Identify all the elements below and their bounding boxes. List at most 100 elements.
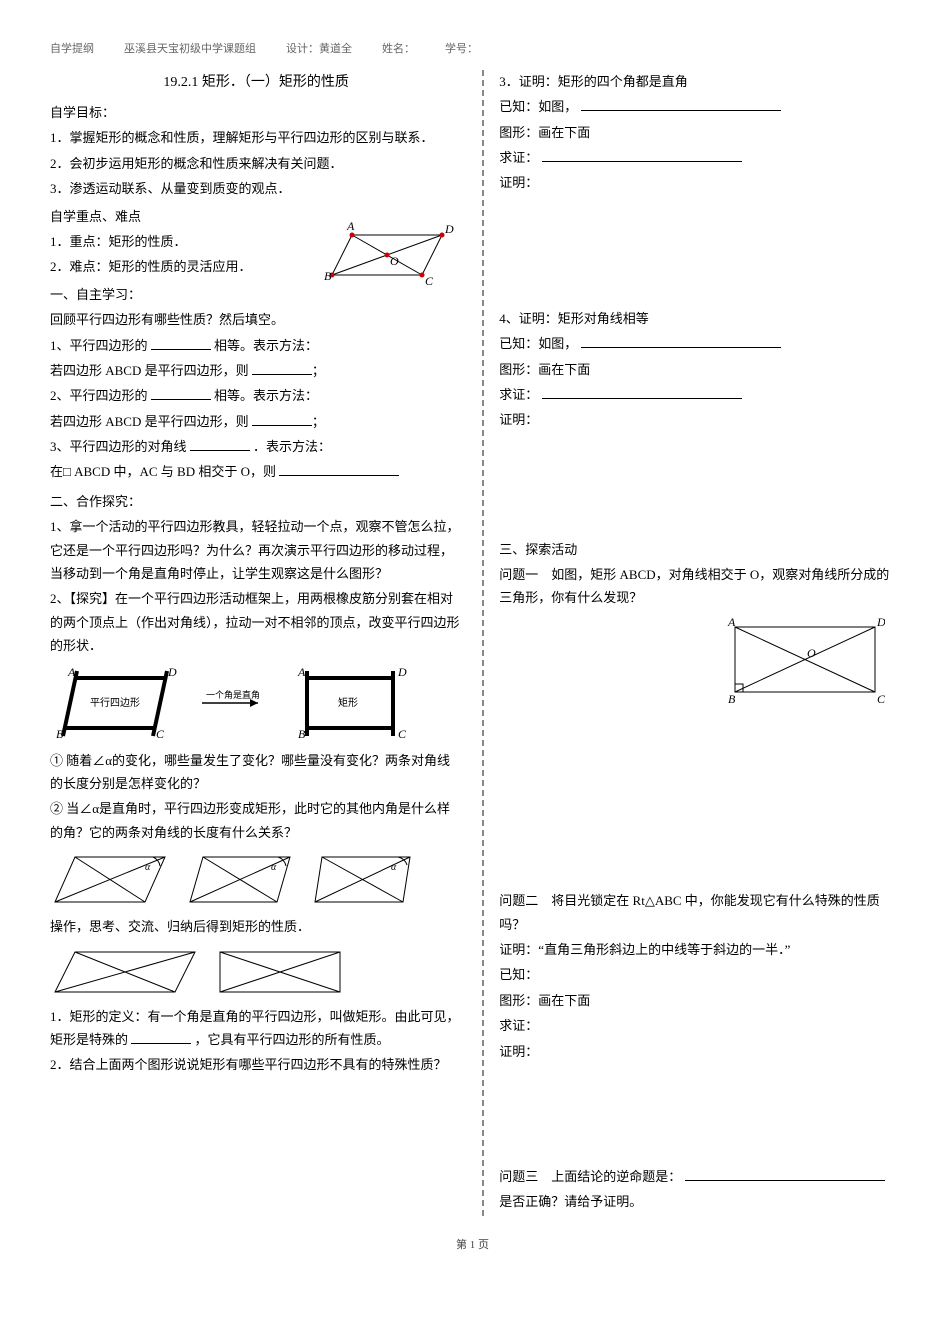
blank-field[interactable] [581,335,781,348]
arrow-label: 一个角是直角 [206,689,260,700]
fill-blank-line: 1、平行四边形的 相等。表示方法： [50,334,462,357]
right-column: 3．证明：矩形的四个角都是直角 已知：如图， 图形：画在下面 求证： 证明： 4… [482,70,895,1216]
svg-text:A: A [727,617,736,629]
blank-field[interactable] [581,98,781,111]
proof-space [499,1065,895,1165]
section3-heading: 三、探索活动 [499,538,895,561]
prove-line: 求证： [499,146,895,169]
text: 问题三 上面结论的逆命题是： [499,1169,681,1184]
svg-text:C: C [398,727,407,741]
proof4-heading: 4、证明：矩形对角线相等 [499,307,895,330]
two-shapes-figure [50,947,462,997]
blank-field[interactable] [279,463,399,476]
question-item: ① 随着∠α的变化，哪些量发生了变化？哪些量没有变化？两条对角线的长度分别是怎样… [50,749,462,796]
question-item: ② 当∠α是直角时，平行四边形变成矩形，此时它的其他内角是什么样的角？它的两条对… [50,797,462,844]
left-column: 19.2.1 矩形．（一）矩形的性质 自学目标： 1．掌握矩形的概念和性质，理解… [50,70,462,1216]
svg-text:B: B [728,692,736,706]
figure-line: 图形：画在下面 [499,358,895,381]
section1-question: 回顾平行四边形有哪些性质？然后填空。 [50,308,462,331]
doc-title: 19.2.1 矩形．（一）矩形的性质 [50,70,462,95]
fill-blank-line: 若四边形 ABCD 是平行四边形，则 ； [50,359,462,382]
transform-figure: 平行四边形 A D B C 一个角是直角 矩形 A D B C [50,666,462,741]
section2-item: 1、拿一个活动的平行四边形教具，轻轻拉动一个点，观察不管怎么拉，它还是一个平行四… [50,515,462,585]
text: 相等。表示方法： [214,388,318,403]
header-item: 学号： [445,40,478,60]
svg-text:B: B [56,727,64,741]
question2-text: 问题二 将目光锁定在 Rt△ABC 中，你能发现它有什么特殊的性质吗？ [499,889,895,936]
blank-field[interactable] [151,387,211,400]
blank-field[interactable] [151,337,211,350]
parallelogram-icon: A D B C O [322,220,462,290]
svg-text:O: O [807,646,816,660]
fill-blank-line: 在□ ABCD 中，AC 与 BD 相交于 O，则 [50,460,462,483]
rectangle-diag-icon [215,947,345,997]
blank-field[interactable] [190,438,250,451]
header-item: 自学提纲 [50,40,94,60]
blank-field[interactable] [542,386,742,399]
blank-field[interactable] [542,149,742,162]
blank-field[interactable] [252,362,312,375]
answer-space [499,719,895,889]
svg-text:D: D [876,617,885,629]
known-line: 已知：如图， [499,332,895,355]
goals-heading: 自学目标： [50,101,462,124]
goal-item: 2．会初步运用矩形的概念和性质来解决有关问题． [50,152,462,175]
svg-text:O: O [390,254,399,268]
text: 若四边形 ABCD 是平行四边形，则 [50,363,249,378]
svg-text:平行四边形: 平行四边形 [90,696,140,709]
prove-line: 求证： [499,383,895,406]
definition-text: 1．矩形的定义：有一个角是直角的平行四边形，叫做矩形。由此可见，矩形是特殊的 ，… [50,1005,462,1052]
figure-line: 图形：画在下面 [499,989,895,1012]
text: 2、平行四边形的 [50,388,148,403]
svg-text:α: α [391,862,397,873]
proof-space [499,434,895,534]
parallelogram-diag-icon [50,947,200,997]
two-column-layout: 19.2.1 矩形．（一）矩形的性质 自学目标： 1．掌握矩形的概念和性质，理解… [50,70,895,1216]
known-label: 已知： [499,963,895,986]
header-item: 姓名： [382,40,415,60]
svg-text:α: α [271,862,277,873]
question3b-text: 是否正确？请给予证明。 [499,1190,895,1213]
text: ．表示方法： [253,439,331,454]
svg-text:C: C [877,692,885,706]
question2-proof: 证明：“直角三角形斜边上的中线等于斜边的一半．” [499,938,895,961]
blank-field[interactable] [252,413,312,426]
header-item: 设计：黄道全 [286,40,352,60]
svg-text:A: A [346,220,355,233]
figure-line: 图形：画在下面 [499,121,895,144]
page-footer: 第 1 页 [50,1236,895,1256]
page-header: 自学提纲 巫溪县天宝初级中学课题组 设计：黄道全 姓名： 学号： [50,40,895,60]
svg-text:D: D [167,666,177,679]
parallelogram-frame-icon: 平行四边形 AD BC [50,666,180,741]
question1-text: 问题一 如图，矩形 ABCD，对角线相交于 O，观察对角线所分成的三角形，你有什… [499,563,895,610]
text: 已知：如图， [499,336,577,351]
svg-text:矩形: 矩形 [338,696,358,709]
goal-item: 3．渗透运动联系、从量变到质变的观点． [50,177,462,200]
svg-text:A: A [67,666,76,679]
svg-text:B: B [324,269,332,283]
proof-label: 证明： [499,171,895,194]
known-line: 已知：如图， [499,95,895,118]
svg-text:B: B [298,727,306,741]
blank-field[interactable] [131,1031,191,1044]
arrow-icon: 一个角是直角 [200,688,270,718]
fill-blank-line: 若四边形 ABCD 是平行四边形，则 ； [50,410,462,433]
proof-label: 证明： [499,408,895,431]
text: 若四边形 ABCD 是平行四边形，则 [50,414,249,429]
proof-label: 证明： [499,1040,895,1063]
quad-alpha-icon: α [185,852,295,907]
rectangle-frame-icon: 矩形 A D B C [290,666,410,741]
svg-text:A: A [297,666,306,679]
section2-explore: 2、【探究】在一个平行四边形活动框架上，用两根橡皮筋分别套在相对的两个顶点上（作… [50,587,462,657]
svg-text:D: D [397,666,407,679]
rectangle-abcd-icon: A D B C O [725,617,885,707]
parallelogram-figure: A D B C O [322,220,462,297]
blank-field[interactable] [685,1168,885,1181]
text: 求证： [499,387,538,402]
proof3-heading: 3．证明：矩形的四个角都是直角 [499,70,895,93]
text: 在□ ABCD 中，AC 与 BD 相交于 O，则 [50,464,276,479]
svg-text:α: α [145,862,151,873]
header-item: 巫溪县天宝初级中学课题组 [124,40,256,60]
operation-text: 操作，思考、交流、归纳后得到矩形的性质． [50,915,462,938]
fill-blank-line: 2、平行四边形的 相等。表示方法： [50,384,462,407]
